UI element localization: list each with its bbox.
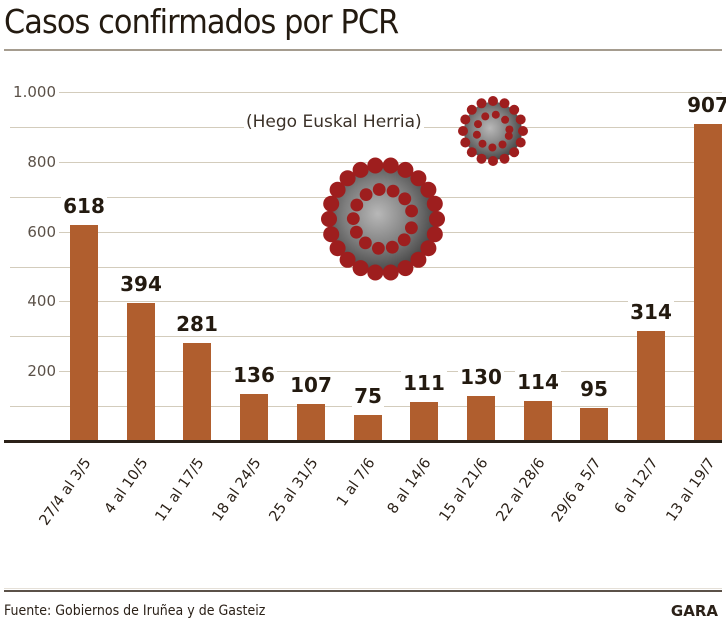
brand-logo: GARA <box>670 602 718 620</box>
gridline <box>10 336 722 337</box>
gridline <box>10 371 722 372</box>
value-label-text: 907 <box>685 93 726 117</box>
y-tick-label: 600 <box>2 224 59 240</box>
bar <box>297 404 325 441</box>
gridline <box>10 301 722 302</box>
chart-title: Casos confirmados por PCR <box>4 2 399 41</box>
coronavirus-large-icon <box>321 157 445 281</box>
value-label: 75 <box>333 384 403 408</box>
value-label-text: 394 <box>118 272 164 296</box>
bar <box>467 396 495 441</box>
value-label: 130 <box>446 365 516 389</box>
x-axis-baseline <box>4 440 722 443</box>
value-label: 136 <box>219 363 289 387</box>
value-label: 314 <box>616 300 686 324</box>
value-label: 907 <box>673 93 726 117</box>
value-label-text: 114 <box>515 370 561 394</box>
value-label: 618 <box>49 194 119 218</box>
value-label: 394 <box>106 272 176 296</box>
bar <box>127 303 155 441</box>
bar <box>240 394 268 441</box>
title-divider <box>4 49 722 51</box>
y-tick-label: 200 <box>2 363 59 379</box>
bar <box>694 124 722 441</box>
value-label-text: 75 <box>352 384 384 408</box>
bar <box>70 225 98 441</box>
gridline <box>10 92 722 93</box>
value-label-text: 314 <box>628 300 674 324</box>
value-label: 111 <box>389 371 459 395</box>
value-label-text: 130 <box>458 365 504 389</box>
value-label-text: 281 <box>174 312 220 336</box>
source-note: Fuente: Gobiernos de Iruñea y de Gasteiz <box>4 603 266 619</box>
y-tick-label: 800 <box>2 154 59 170</box>
value-label-text: 618 <box>61 194 107 218</box>
bar <box>410 402 438 441</box>
bar <box>637 331 665 441</box>
y-tick-label: 1.000 <box>2 84 59 100</box>
bar <box>354 415 382 441</box>
value-label: 95 <box>559 377 629 401</box>
value-label: 107 <box>276 373 346 397</box>
value-label-text: 107 <box>288 373 334 397</box>
bar <box>524 401 552 441</box>
gridline <box>10 162 722 163</box>
coronavirus-small-icon <box>458 96 528 166</box>
chart-subtitle: (Hego Euskal Herria) <box>244 112 424 132</box>
value-label: 281 <box>162 312 232 336</box>
footer-light-divider <box>4 588 722 589</box>
y-tick-label: 400 <box>2 293 59 309</box>
footer-divider <box>4 590 722 592</box>
value-label-text: 136 <box>231 363 277 387</box>
value-label-text: 111 <box>401 371 447 395</box>
bar <box>580 408 608 441</box>
value-label-text: 95 <box>578 377 610 401</box>
bar <box>183 343 211 441</box>
value-label: 114 <box>503 370 573 394</box>
